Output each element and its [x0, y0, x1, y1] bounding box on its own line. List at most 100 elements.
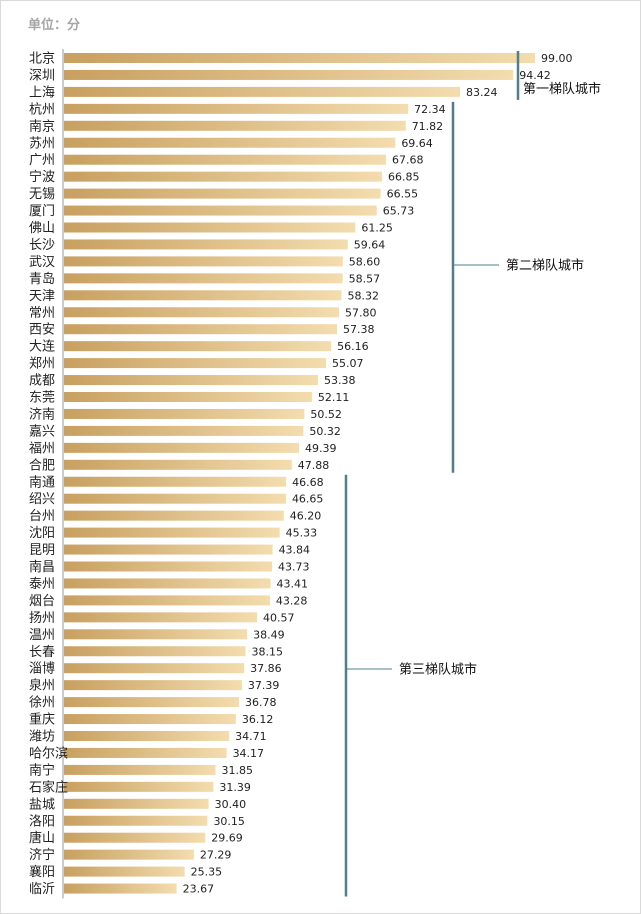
category-label-13: 青岛 [29, 271, 55, 287]
bar-35 [64, 646, 246, 657]
bar-16 [64, 324, 337, 335]
value-label-20: 52.11 [318, 391, 350, 404]
value-label-9: 65.73 [383, 205, 415, 218]
value-label-24: 47.88 [298, 459, 330, 472]
bar-46 [64, 832, 206, 843]
category-label-42: 南宁 [29, 762, 55, 778]
category-label-41: 哈尔滨 [29, 745, 68, 761]
category-label-37: 泉州 [29, 678, 55, 694]
bar-20 [64, 392, 312, 402]
bar-9 [64, 205, 377, 216]
value-label-10: 61.25 [361, 222, 393, 235]
bar-27 [64, 510, 284, 521]
value-label-7: 66.85 [388, 171, 420, 184]
value-label-11: 59.64 [354, 238, 386, 251]
value-label-44: 30.40 [215, 798, 247, 811]
category-label-31: 泰州 [29, 577, 55, 592]
unit-label: 单位：分 [28, 18, 81, 33]
bar-25 [64, 476, 287, 487]
value-label-1: 94.42 [519, 69, 551, 82]
bar-32 [64, 595, 270, 606]
bar-5 [64, 137, 396, 148]
category-label-15: 常州 [29, 306, 55, 321]
category-label-21: 济南 [29, 406, 55, 422]
category-label-22: 嘉兴 [29, 424, 55, 439]
value-label-17: 56.16 [337, 340, 369, 353]
bar-40 [64, 731, 230, 741]
bar-44 [64, 798, 209, 809]
category-label-29: 昆明 [29, 543, 55, 558]
category-label-49: 临沂 [29, 882, 55, 897]
value-label-18: 55.07 [332, 357, 364, 370]
category-label-47: 济宁 [29, 847, 55, 863]
value-label-42: 31.85 [222, 764, 254, 777]
bar-3 [64, 103, 409, 114]
category-label-28: 沈阳 [29, 526, 55, 541]
category-label-8: 无锡 [29, 187, 55, 202]
bar-28 [64, 527, 280, 538]
category-label-18: 郑州 [29, 357, 55, 372]
value-label-33: 40.57 [263, 611, 295, 624]
tier-label-2: 第二梯队城市 [506, 258, 584, 274]
value-label-6: 67.68 [392, 154, 424, 167]
category-label-34: 温州 [29, 628, 55, 643]
value-label-46: 29.69 [211, 832, 243, 845]
bar-1 [64, 69, 514, 80]
category-label-6: 广州 [29, 153, 55, 168]
bar-15 [64, 307, 339, 318]
category-label-19: 成都 [29, 374, 55, 389]
category-label-5: 苏州 [29, 135, 55, 151]
bar-34 [64, 629, 248, 640]
bar-33 [64, 612, 258, 623]
category-label-7: 宁波 [29, 169, 55, 185]
value-label-21: 50.52 [310, 408, 342, 421]
category-label-39: 重庆 [29, 712, 55, 728]
value-label-45: 30.15 [213, 815, 245, 828]
bar-2 [64, 86, 461, 97]
value-label-49: 23.67 [183, 883, 215, 896]
bar-13 [64, 273, 343, 284]
value-label-47: 27.29 [200, 849, 232, 862]
bar-30 [64, 561, 273, 572]
value-label-38: 36.78 [245, 696, 277, 709]
value-label-2: 83.24 [466, 86, 498, 99]
value-label-3: 72.34 [414, 103, 446, 116]
bar-24 [64, 459, 292, 470]
category-label-25: 南通 [29, 474, 55, 490]
value-label-5: 69.64 [401, 137, 433, 150]
category-label-45: 洛阳 [29, 814, 55, 829]
bar-17 [64, 341, 332, 352]
value-label-12: 58.60 [349, 255, 381, 268]
value-label-23: 49.39 [305, 442, 337, 455]
value-label-32: 43.28 [276, 594, 308, 607]
value-label-41: 34.17 [233, 747, 264, 760]
bar-6 [64, 154, 386, 165]
category-label-24: 合肥 [29, 458, 55, 473]
bar-4 [64, 120, 406, 131]
category-label-46: 唐山 [29, 830, 55, 846]
category-label-27: 台州 [29, 509, 55, 524]
category-label-2: 上海 [29, 85, 55, 100]
bar-31 [64, 578, 271, 589]
bar-26 [64, 493, 286, 504]
bar-19 [64, 375, 318, 386]
value-label-48: 25.35 [191, 866, 223, 879]
value-label-8: 66.55 [387, 188, 419, 201]
value-label-40: 34.71 [235, 730, 266, 743]
value-label-27: 46.20 [290, 510, 322, 523]
tier-label-3: 第三梯队城市 [399, 662, 477, 678]
bar-12 [64, 256, 343, 267]
bar-21 [64, 408, 305, 419]
bar-10 [64, 222, 356, 233]
value-label-35: 38.15 [252, 645, 284, 658]
value-label-26: 46.65 [292, 493, 324, 506]
category-label-10: 佛山 [29, 221, 55, 236]
category-label-30: 南昌 [29, 559, 55, 575]
value-label-34: 38.49 [253, 628, 284, 641]
bar-38 [64, 697, 239, 708]
value-label-37: 37.39 [248, 679, 279, 692]
value-label-30: 43.73 [278, 561, 310, 574]
category-label-43: 石家庄 [29, 779, 68, 795]
